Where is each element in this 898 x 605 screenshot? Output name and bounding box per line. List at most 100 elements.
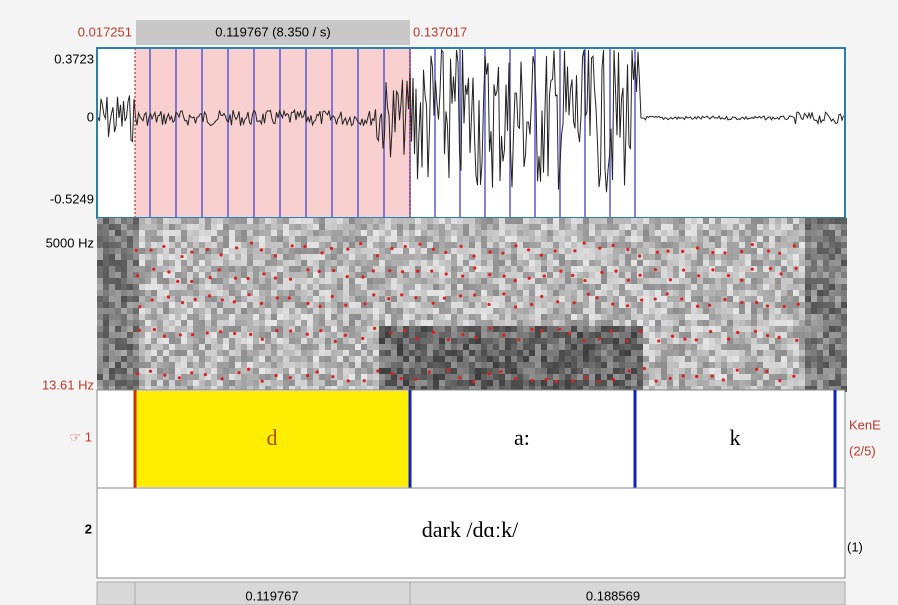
spectrogram-cell [445,350,451,356]
spectrogram-cell [433,266,439,272]
spectrogram-cell [475,236,481,242]
formant-dot [499,370,502,373]
spectrogram-cell [787,356,793,362]
spectrogram-cell [529,344,535,350]
spectrogram-cell [817,284,823,290]
spectrogram-cell [661,344,667,350]
spectrogram-cell [163,320,169,326]
spectrogram-cell [829,380,835,386]
spectrogram-cell [301,368,307,374]
spectrogram-cell [505,368,511,374]
spectrogram-cell [697,326,703,332]
spectrogram-cell [427,230,433,236]
spectrogram-cell [127,230,133,236]
spectrogram-cell [685,356,691,362]
spectrogram-cell [805,320,811,326]
spectrogram-cell [115,272,121,278]
spectrogram-cell [613,368,619,374]
spectrogram-cell [361,356,367,362]
spectrogram-cell [643,218,649,224]
spectrogram-cell [103,290,109,296]
spectrogram-cell [109,332,115,338]
spectrogram-cell [355,350,361,356]
spectrogram-cell [529,242,535,248]
spectrogram-cell [265,236,271,242]
spectrogram-cell [445,224,451,230]
spectrogram-cell [301,248,307,254]
freq-min: 13.61 Hz [42,377,94,392]
spectrogram[interactable] [97,218,847,392]
spectrogram-cell [199,308,205,314]
time-segment[interactable] [97,582,135,605]
spectrogram-cell [187,296,193,302]
spectrogram-cell [121,368,127,374]
spectrogram-cell [709,218,715,224]
formant-dot [219,253,222,256]
spectrogram-cell [607,278,613,284]
spectrogram-cell [373,350,379,356]
spectrogram-cell [433,368,439,374]
spectrogram-cell [493,314,499,320]
spectrogram-cell [253,362,259,368]
formant-dot [262,272,265,275]
spectrogram-cell [265,368,271,374]
spectrogram-cell [841,350,847,356]
spectrogram-cell [697,320,703,326]
spectrogram-cell [457,338,463,344]
formant-dot [260,248,263,251]
spectrogram-cell [409,308,415,314]
formant-dot [612,378,615,381]
spectrogram-cell [379,344,385,350]
spectrogram-cell [547,260,553,266]
spectrogram-cell [745,338,751,344]
spectrogram-cell [397,260,403,266]
spectrogram-cell [115,308,121,314]
spectrogram-cell [169,368,175,374]
spectrogram-cell [745,368,751,374]
spectrogram-cell [523,218,529,224]
spectrogram-cell [379,326,385,332]
spectrogram-cell [691,230,697,236]
spectrogram-cell [691,248,697,254]
spectrogram-cell [187,308,193,314]
spectrogram-cell [271,290,277,296]
spectrogram-cell [775,362,781,368]
spectrogram-cell [739,308,745,314]
spectrogram-cell [535,284,541,290]
spectrogram-cell [331,302,337,308]
spectrogram-cell [187,344,193,350]
spectrogram-cell [175,308,181,314]
spectrogram-cell [511,368,517,374]
spectrogram-cell [541,356,547,362]
spectrogram-cell [601,350,607,356]
spectrogram-cell [211,272,217,278]
formant-dot [711,375,714,378]
spectrogram-cell [181,344,187,350]
spectrogram-cell [679,314,685,320]
spectrogram-cell [751,356,757,362]
formant-dot [376,254,379,257]
spectrogram-cell [283,350,289,356]
spectrogram-cell [757,260,763,266]
formant-dot [696,246,699,249]
formant-dot [514,279,517,282]
spectrogram-cell [715,374,721,380]
spectrogram-cell [817,248,823,254]
formant-dot [153,328,156,331]
spectrogram-cell [367,320,373,326]
spectrogram-cell [565,344,571,350]
spectrogram-cell [223,290,229,296]
spectrogram-cell [601,380,607,386]
spectrogram-cell [811,278,817,284]
spectrogram-cell [259,296,265,302]
spectrogram-cell [487,332,493,338]
spectrogram-cell [481,320,487,326]
formant-dot [625,339,628,342]
spectrogram-cell [355,272,361,278]
spectrogram-cell [343,254,349,260]
spectrogram-cell [241,278,247,284]
spectrogram-cell [787,326,793,332]
spectrogram-cell [727,218,733,224]
spectrogram-cell [835,248,841,254]
spectrogram-cell [643,290,649,296]
